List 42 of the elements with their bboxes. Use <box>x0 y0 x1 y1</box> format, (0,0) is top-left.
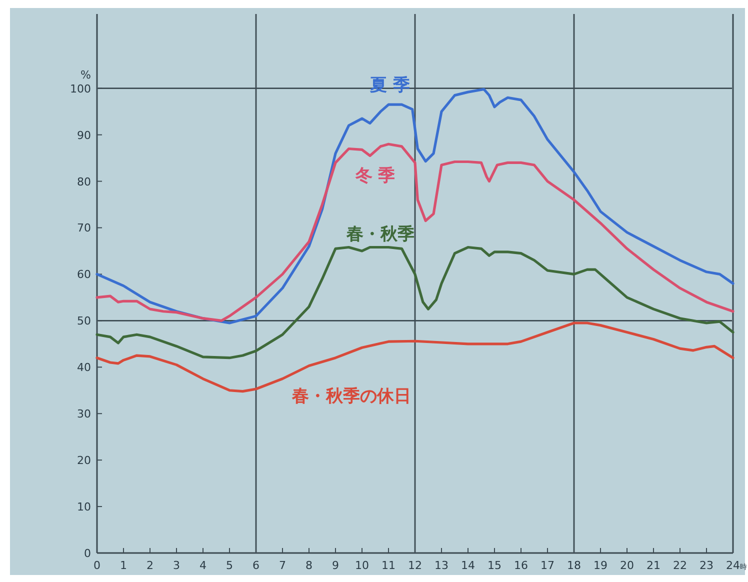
y-tick-label: 10 <box>77 500 91 514</box>
x-tick-label: 14 <box>461 559 475 572</box>
x-tick-label: 6 <box>252 559 260 572</box>
x-tick-label: 15 <box>488 559 502 572</box>
y-tick-label: 20 <box>77 454 91 468</box>
x-tick-label: 17 <box>540 559 554 572</box>
series-label: 春・秋季の休日 <box>290 386 411 407</box>
x-tick-label: 20 <box>620 559 634 572</box>
x-tick-label: 0 <box>94 559 100 572</box>
series-label: 冬 季 <box>354 166 396 186</box>
x-tick-label: 18 <box>567 559 581 572</box>
x-tick-label: 12 <box>408 559 422 572</box>
x-tick-label: 22 <box>673 559 687 572</box>
x-tick-label: 19 <box>594 559 608 572</box>
x-tick-label: 9 <box>332 559 339 572</box>
y-tick-label: 50 <box>77 314 91 328</box>
y-tick-label: 0 <box>84 547 91 560</box>
y-tick-label: 40 <box>77 361 91 374</box>
x-tick-label: 24 <box>726 559 740 572</box>
y-tick-label: 30 <box>77 408 91 421</box>
y-axis-title: % <box>80 68 91 82</box>
x-tick-label: 10 <box>355 559 369 572</box>
x-tick-label: 7 <box>279 559 286 572</box>
y-tick-label: 90 <box>77 128 91 142</box>
x-tick-label: 13 <box>434 559 448 572</box>
y-tick-label: 80 <box>77 175 91 188</box>
x-tick-label: 23 <box>700 559 714 572</box>
x-tick-label: 11 <box>382 559 396 572</box>
y-tick-label: 60 <box>77 268 91 282</box>
y-tick-label: 70 <box>77 222 91 235</box>
x-tick-label: 16 <box>514 559 528 572</box>
line-series <box>96 142 734 322</box>
x-tick-label: 1 <box>120 559 127 572</box>
x-tick-label: 8 <box>306 559 312 572</box>
x-tick-label: 21 <box>646 559 660 572</box>
x-tick-label: 4 <box>200 559 206 572</box>
x-tick-label: 5 <box>226 559 233 572</box>
x-tick-label: 3 <box>173 559 180 572</box>
x-tick-label: 2 <box>146 559 154 572</box>
y-tick-label: 100 <box>70 82 91 96</box>
series-label: 春・秋季 <box>346 224 415 244</box>
line-series <box>96 246 734 360</box>
